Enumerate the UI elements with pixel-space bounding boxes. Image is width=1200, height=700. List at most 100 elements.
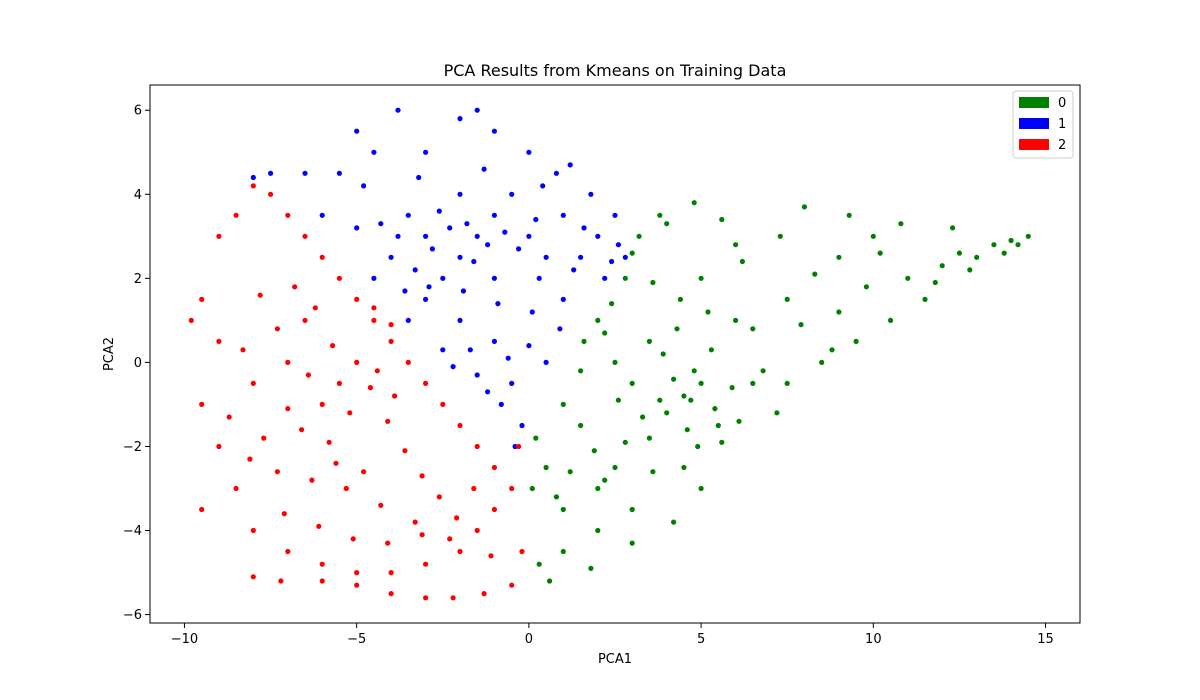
point-cluster-0 xyxy=(967,267,973,273)
point-cluster-2 xyxy=(250,380,256,386)
point-cluster-1 xyxy=(491,212,497,218)
point-cluster-0 xyxy=(719,216,725,223)
point-cluster-1 xyxy=(319,212,325,218)
point-cluster-1 xyxy=(595,233,601,239)
point-cluster-2 xyxy=(316,523,322,529)
point-cluster-0 xyxy=(560,401,566,407)
point-cluster-0 xyxy=(640,414,646,420)
point-cluster-0 xyxy=(602,477,608,483)
point-cluster-0 xyxy=(836,309,842,315)
point-cluster-1 xyxy=(533,216,539,223)
point-cluster-2 xyxy=(423,380,429,386)
point-cluster-1 xyxy=(502,229,508,235)
point-cluster-1 xyxy=(615,242,622,248)
point-cluster-1 xyxy=(395,233,401,239)
point-cluster-0 xyxy=(939,263,945,269)
point-cluster-2 xyxy=(319,401,325,407)
y-tick-label: 0 xyxy=(134,356,142,371)
point-cluster-0 xyxy=(650,469,656,475)
point-cluster-0 xyxy=(681,464,687,471)
point-cluster-0 xyxy=(691,200,697,206)
point-cluster-2 xyxy=(274,326,280,332)
point-cluster-0 xyxy=(956,250,963,256)
point-cluster-0 xyxy=(708,347,715,353)
point-cluster-2 xyxy=(474,443,480,450)
point-cluster-1 xyxy=(457,317,463,323)
point-cluster-2 xyxy=(388,570,394,576)
point-cluster-1 xyxy=(402,288,408,294)
point-cluster-0 xyxy=(688,397,694,403)
point-cluster-1 xyxy=(505,355,511,361)
x-tick-label: −10 xyxy=(171,632,198,647)
point-cluster-2 xyxy=(250,527,256,534)
point-cluster-0 xyxy=(660,351,666,357)
point-cluster-0 xyxy=(671,376,677,382)
point-cluster-1 xyxy=(423,149,429,155)
point-cluster-1 xyxy=(268,170,274,176)
point-cluster-1 xyxy=(378,221,384,227)
point-cluster-2 xyxy=(447,536,453,542)
point-cluster-2 xyxy=(285,548,291,555)
point-cluster-2 xyxy=(457,548,463,555)
point-cluster-1 xyxy=(578,254,584,260)
point-cluster-0 xyxy=(853,338,859,344)
point-cluster-2 xyxy=(388,591,394,597)
point-cluster-2 xyxy=(423,595,429,601)
point-cluster-1 xyxy=(588,191,594,197)
point-cluster-1 xyxy=(529,309,535,315)
point-cluster-2 xyxy=(319,254,325,260)
point-cluster-1 xyxy=(354,225,360,231)
point-cluster-2 xyxy=(285,406,291,412)
point-cluster-1 xyxy=(553,170,560,176)
point-cluster-2 xyxy=(450,595,456,601)
point-cluster-0 xyxy=(950,225,956,231)
point-cluster-1 xyxy=(567,162,573,168)
point-cluster-1 xyxy=(560,212,566,218)
point-cluster-2 xyxy=(519,548,525,555)
point-cluster-0 xyxy=(615,397,622,403)
point-cluster-2 xyxy=(257,292,263,298)
point-cluster-0 xyxy=(698,485,704,492)
point-cluster-2 xyxy=(436,494,442,500)
point-cluster-1 xyxy=(447,225,453,231)
point-cluster-2 xyxy=(240,347,246,353)
y-tick-label: 4 xyxy=(134,188,142,203)
x-tick-label: 5 xyxy=(697,632,705,647)
point-cluster-1 xyxy=(371,149,377,155)
point-cluster-2 xyxy=(454,515,460,521)
point-cluster-2 xyxy=(385,540,391,546)
point-cluster-1 xyxy=(416,174,422,181)
point-cluster-1 xyxy=(540,183,546,189)
point-cluster-2 xyxy=(312,305,318,311)
point-cluster-2 xyxy=(402,448,408,454)
point-cluster-0 xyxy=(533,435,539,441)
point-cluster-1 xyxy=(388,254,394,260)
point-cluster-1 xyxy=(543,359,549,365)
point-cluster-2 xyxy=(392,393,398,399)
point-cluster-2 xyxy=(278,578,284,584)
legend-label-1: 1 xyxy=(1058,117,1066,132)
point-cluster-1 xyxy=(471,258,477,265)
point-cluster-0 xyxy=(991,242,997,248)
point-cluster-0 xyxy=(629,380,635,386)
x-tick-label: 0 xyxy=(525,632,533,647)
point-cluster-0 xyxy=(588,565,594,572)
point-cluster-1 xyxy=(543,254,549,260)
point-cluster-2 xyxy=(423,561,429,567)
point-cluster-0 xyxy=(536,561,542,567)
y-tick-label: −6 xyxy=(123,608,142,623)
point-cluster-0 xyxy=(863,284,870,290)
point-cluster-0 xyxy=(712,406,718,412)
x-axis: −10 −5 0 5 10 15 xyxy=(171,623,1054,647)
point-cluster-0 xyxy=(739,258,746,265)
point-cluster-2 xyxy=(419,473,425,479)
point-cluster-0 xyxy=(657,212,663,218)
point-cluster-2 xyxy=(371,305,377,311)
point-cluster-2 xyxy=(261,435,267,441)
point-cluster-1 xyxy=(302,170,308,176)
legend-label-0: 0 xyxy=(1058,96,1066,111)
point-cluster-2 xyxy=(374,368,380,374)
point-cluster-0 xyxy=(719,439,725,445)
point-cluster-0 xyxy=(905,275,911,281)
point-cluster-2 xyxy=(188,317,194,323)
